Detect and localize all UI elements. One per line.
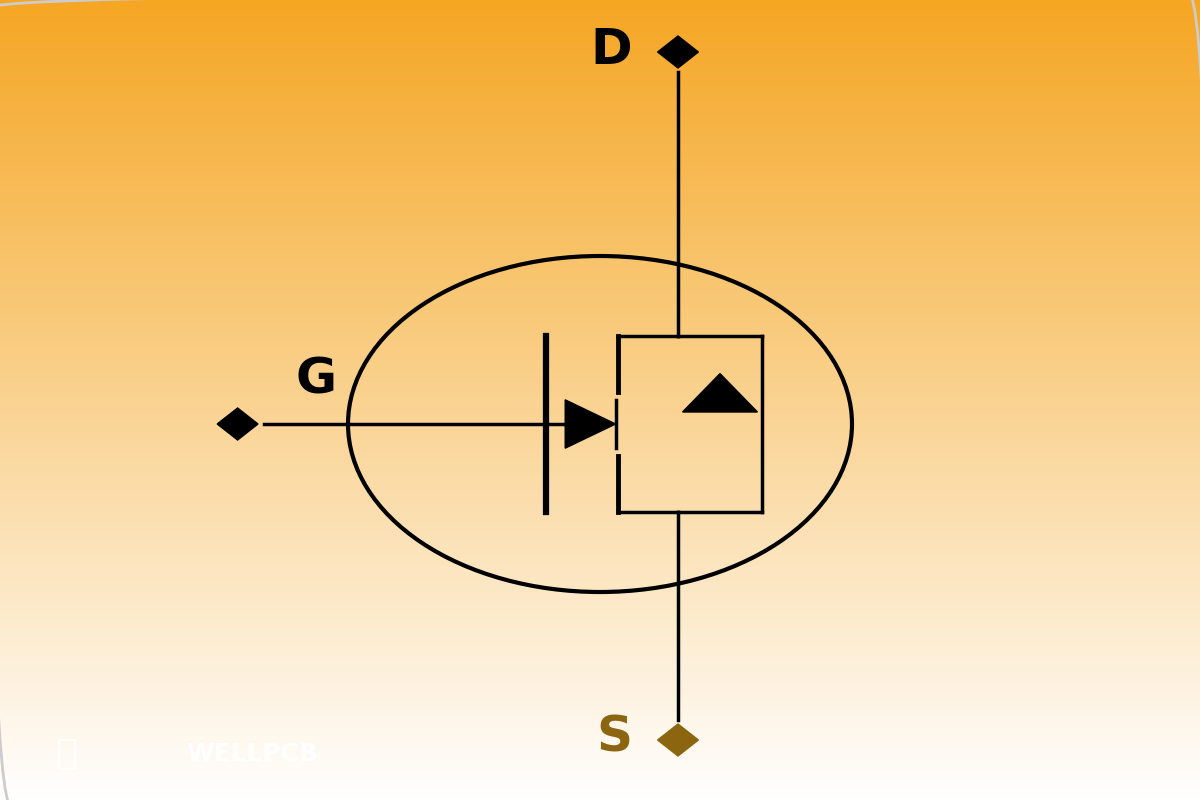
Text: S: S: [596, 714, 632, 762]
Text: D: D: [590, 26, 632, 74]
Text: Ⓦ: Ⓦ: [55, 738, 77, 771]
Text: G: G: [295, 356, 336, 404]
Polygon shape: [658, 36, 698, 68]
Text: WELLPCB: WELLPCB: [186, 742, 318, 766]
Polygon shape: [565, 400, 616, 448]
Polygon shape: [658, 724, 698, 756]
Polygon shape: [683, 374, 757, 412]
Polygon shape: [217, 408, 258, 440]
